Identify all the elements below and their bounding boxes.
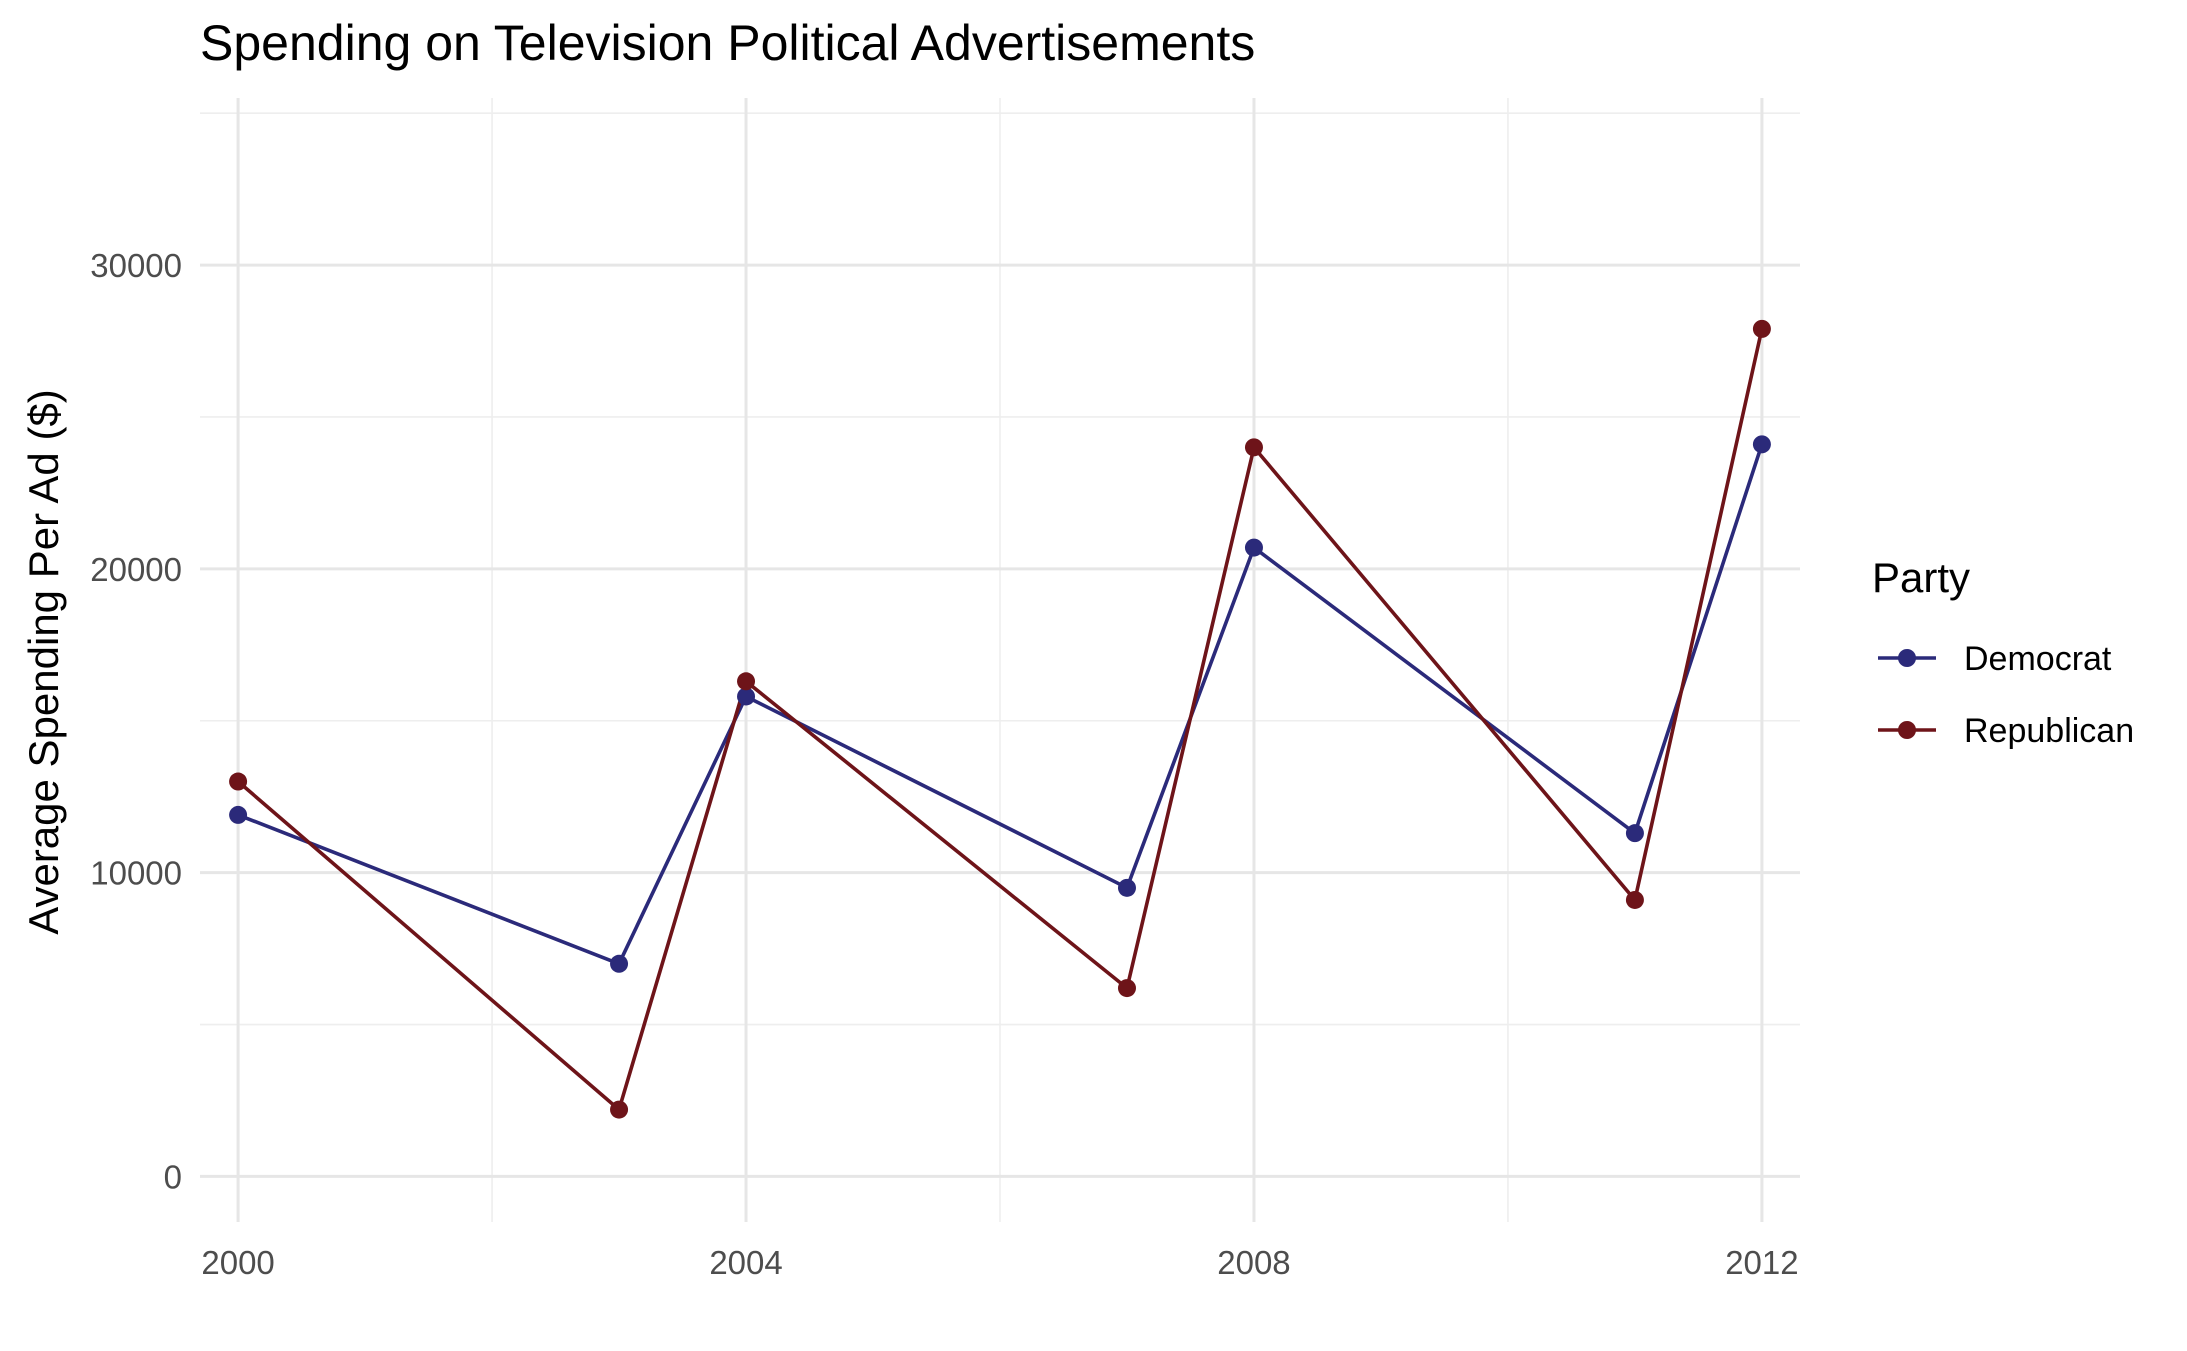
grid — [200, 98, 1800, 1222]
chart-title: Spending on Television Political Adverti… — [200, 15, 1255, 71]
x-tick-label: 2012 — [1725, 1244, 1798, 1281]
democrat-data-point — [610, 954, 629, 973]
legend-label: Democrat — [1964, 640, 2112, 678]
republican-data-point — [1752, 319, 1771, 338]
x-tick-label: 2000 — [201, 1244, 274, 1281]
legend-key-point — [1898, 721, 1916, 739]
y-axis-ticks: 0 10000 20000 30000 — [90, 247, 182, 1195]
x-tick-label: 2008 — [1217, 1244, 1290, 1281]
democrat-data-point — [1117, 878, 1136, 897]
republican-data-point — [1117, 979, 1136, 998]
legend: Party Democrat Republican — [1872, 554, 2134, 750]
republican-data-point — [1244, 438, 1263, 457]
legend-item-democrat: Democrat — [1878, 640, 2112, 678]
y-tick-label: 10000 — [90, 855, 182, 892]
legend-label: Republican — [1964, 712, 2134, 750]
legend-item-republican: Republican — [1878, 712, 2134, 750]
y-tick-label: 30000 — [90, 247, 182, 284]
x-axis-ticks: 2000 2004 2008 2012 — [201, 1244, 1798, 1281]
democrat-data-point — [229, 805, 248, 824]
y-tick-label: 0 — [164, 1158, 182, 1195]
x-tick-label: 2004 — [709, 1244, 782, 1281]
democrat-data-point — [1625, 824, 1644, 843]
democrat-data-point — [1244, 538, 1263, 557]
series-points — [229, 319, 1771, 1119]
republican-data-point — [610, 1100, 629, 1119]
republican-data-point — [1625, 890, 1644, 909]
y-tick-label: 20000 — [90, 551, 182, 588]
legend-key-point — [1898, 649, 1916, 667]
legend-title: Party — [1872, 554, 1970, 601]
democrat-data-point — [737, 687, 756, 706]
republican-data-point — [229, 772, 248, 791]
democrat-data-point — [1752, 435, 1771, 454]
y-axis-title: Average Spending Per Ad ($) — [20, 389, 67, 935]
republican-data-point — [737, 672, 756, 691]
